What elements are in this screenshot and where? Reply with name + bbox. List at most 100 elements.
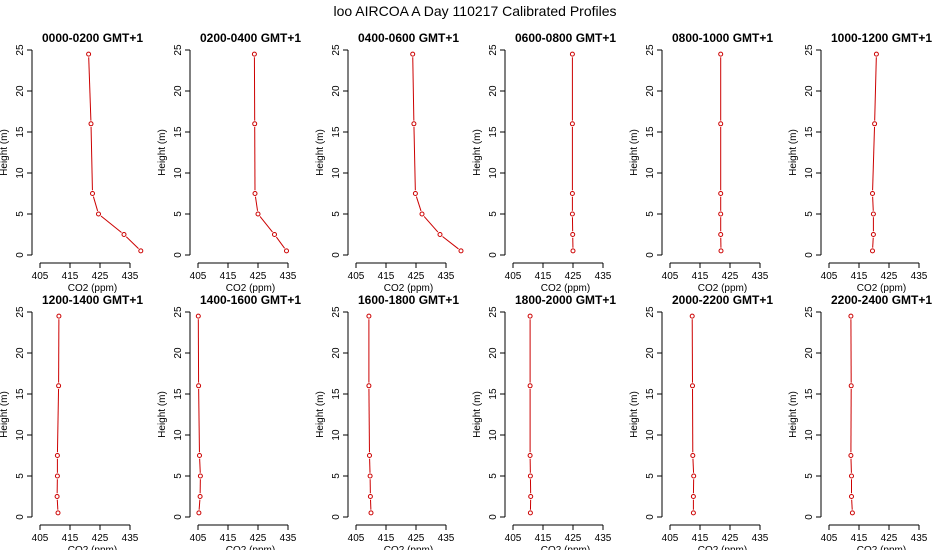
figure-title: loo AIRCOA A Day 110217 Calibrated Profi…	[333, 3, 616, 19]
profile-point	[690, 453, 696, 458]
y-tick-label: 20	[645, 85, 656, 97]
x-tick-label: 415	[535, 271, 552, 282]
profile-point	[197, 473, 203, 479]
x-tick-label: 425	[92, 533, 109, 544]
panel-3: 0400-0600 GMT+1 405 415 425 435 0 5 10 15 20 25 CO2…	[315, 31, 464, 294]
x-tick-label: 415	[851, 533, 868, 544]
y-tick-label: 15	[15, 126, 26, 138]
profile-point	[196, 383, 202, 389]
y-tick-label: 20	[804, 347, 815, 359]
y-tick-label: 25	[15, 306, 26, 318]
x-tick-label: 405	[662, 533, 679, 544]
profile-point	[88, 121, 94, 127]
x-axis-label: CO2 (ppm)	[857, 545, 906, 550]
profile-point	[569, 211, 575, 217]
x-tick-label: 425	[408, 271, 425, 282]
y-tick-label: 20	[15, 347, 26, 359]
panel-title: 2200-2400 GMT+1	[831, 293, 932, 307]
profile-point	[848, 383, 854, 389]
x-axis-label: CO2 (ppm)	[698, 283, 747, 294]
x-axis-label: CO2 (ppm)	[857, 283, 906, 294]
x-tick-label: 435	[752, 271, 769, 282]
profile-segment	[442, 236, 459, 250]
y-tick-label: 20	[488, 85, 499, 97]
y-tick-label: 15	[804, 388, 815, 400]
profile-point	[849, 494, 854, 499]
profile-point	[718, 191, 724, 196]
y-tick-label: 25	[645, 306, 656, 318]
profile-point	[367, 473, 373, 479]
y-tick-label: 5	[331, 473, 342, 479]
x-tick-label: 425	[722, 271, 739, 282]
y-tick-label: 0	[645, 252, 656, 258]
y-tick-label: 5	[488, 211, 499, 217]
panel-8: 1400-1600 GMT+1 405 415 425 435 0 5 10 15 20 25 CO2…	[157, 293, 301, 550]
profile-point	[872, 121, 878, 127]
y-tick-label: 15	[173, 126, 184, 138]
x-tick-label: 415	[220, 533, 237, 544]
profile-segment	[692, 458, 695, 473]
profile-point	[569, 191, 575, 196]
profile-point	[873, 51, 879, 57]
panel-title: 1000-1200 GMT+1	[831, 31, 932, 45]
y-axis-label: Height (m)	[788, 129, 799, 176]
profile-point	[284, 248, 289, 254]
y-tick-label: 10	[804, 429, 815, 441]
x-tick-label: 405	[348, 271, 365, 282]
profile-point	[437, 232, 443, 237]
profile-segment	[198, 388, 200, 453]
profile-segment	[872, 126, 876, 191]
panel-title: 1600-1800 GMT+1	[358, 293, 459, 307]
y-tick-label: 0	[804, 514, 815, 520]
x-tick-label: 435	[438, 533, 455, 544]
y-axis-label: Height (m)	[0, 391, 10, 438]
profile-point	[570, 248, 576, 254]
x-axis-label: CO2 (ppm)	[226, 283, 275, 294]
y-tick-label: 25	[173, 306, 184, 318]
profile-point	[690, 510, 696, 516]
profile-point	[56, 313, 62, 319]
y-tick-label: 10	[331, 167, 342, 179]
x-tick-label: 405	[662, 271, 679, 282]
panel-title: 2000-2200 GMT+1	[672, 293, 773, 307]
profile-segment	[872, 237, 874, 248]
y-tick-label: 0	[173, 514, 184, 520]
profile-segment	[254, 196, 259, 211]
profile-point	[368, 510, 374, 516]
panel-5: 0800-1000 GMT+1 405 415 425 435 0 5 10 15 20 25 CO2…	[629, 31, 773, 294]
y-axis-label: Height (m)	[0, 129, 10, 176]
y-axis-label: Height (m)	[472, 129, 483, 176]
x-axis-label: CO2 (ppm)	[541, 545, 590, 550]
panel-12: 2200-2400 GMT+1 405 415 425 435 0 5 10 15 20 25 CO2…	[788, 293, 932, 550]
profile-point	[527, 473, 533, 479]
y-tick-label: 5	[804, 211, 815, 217]
y-axis-label: Height (m)	[157, 129, 168, 176]
profile-point	[569, 51, 575, 57]
profile-point	[55, 510, 61, 516]
profile-point	[366, 313, 372, 319]
profile-segment	[100, 215, 122, 233]
y-tick-label: 15	[488, 126, 499, 138]
x-tick-label: 425	[565, 271, 582, 282]
x-axis-label: CO2 (ppm)	[384, 545, 433, 550]
y-tick-label: 15	[15, 388, 26, 400]
panel-title: 1200-1400 GMT+1	[42, 293, 143, 307]
x-tick-label: 425	[250, 533, 267, 544]
panel-title: 0000-0200 GMT+1	[42, 31, 143, 45]
y-tick-label: 25	[331, 306, 342, 318]
profile-point	[870, 232, 876, 237]
profile-segment	[92, 196, 99, 212]
y-tick-label: 25	[173, 44, 184, 56]
profile-segment	[423, 216, 439, 233]
x-tick-label: 425	[92, 271, 109, 282]
y-axis-label: Height (m)	[472, 391, 483, 438]
profile-point	[848, 313, 854, 319]
x-tick-label: 435	[438, 271, 455, 282]
x-tick-label: 425	[881, 533, 898, 544]
profile-segment	[88, 57, 92, 121]
profile-point	[718, 121, 724, 127]
x-tick-label: 405	[32, 271, 49, 282]
x-tick-label: 425	[565, 533, 582, 544]
panel-title: 0200-0400 GMT+1	[200, 31, 301, 45]
